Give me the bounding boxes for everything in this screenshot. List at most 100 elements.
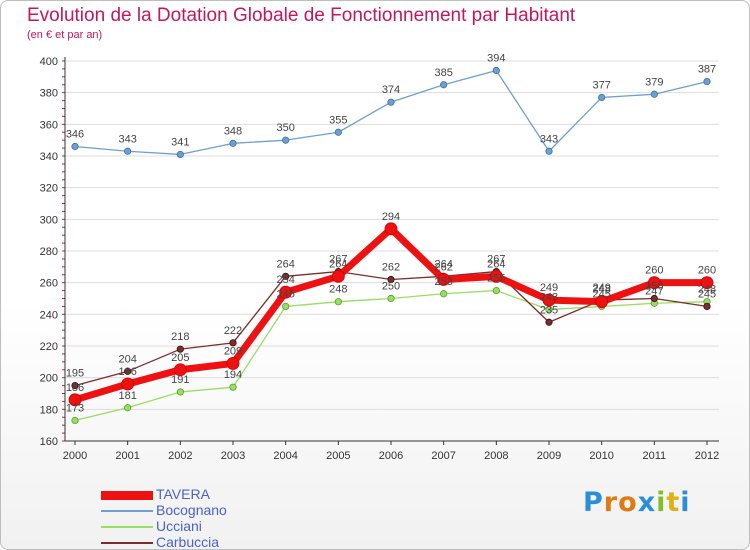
data-label: 245 [698, 288, 716, 300]
data-point [387, 294, 395, 303]
data-label: 196 [118, 366, 136, 378]
y-tick-label: 160 [40, 436, 58, 448]
y-tick-label: 340 [40, 151, 58, 163]
data-label: 343 [540, 133, 558, 145]
data-label: 264 [329, 258, 347, 270]
chart-subtitle: (en € et par an) [27, 29, 103, 41]
data-label: 243 [540, 292, 558, 304]
data-point [545, 147, 553, 155]
data-point [71, 142, 79, 151]
data-label: 267 [329, 254, 347, 266]
data-label: 249 [540, 282, 558, 294]
data-label: 348 [224, 125, 242, 137]
logo-letter: o [618, 487, 638, 518]
data-label: 262 [382, 262, 400, 274]
data-point [229, 383, 237, 391]
data-label: 267 [487, 254, 505, 266]
data-point [700, 276, 714, 290]
y-tick-label: 240 [40, 309, 58, 321]
data-point [650, 90, 658, 98]
data-label: 235 [540, 304, 558, 316]
data-label: 248 [698, 284, 716, 296]
data-point [542, 293, 556, 307]
data-label: 264 [434, 258, 452, 270]
data-point [229, 139, 237, 147]
data-label: 248 [592, 284, 610, 296]
y-tick-label: 220 [40, 341, 58, 353]
data-label: 222 [224, 325, 242, 337]
data-label: 253 [434, 276, 452, 288]
data-point [279, 285, 293, 299]
data-label: 377 [592, 79, 610, 91]
data-label: 346 [66, 129, 84, 141]
x-tick-label: 2011 [643, 450, 667, 462]
data-point [331, 269, 345, 283]
x-tick-label: 2009 [537, 450, 561, 462]
data-label: 343 [118, 133, 136, 145]
data-label: 264 [487, 258, 505, 270]
logo-letter: x [637, 487, 657, 518]
logo-letter: i [680, 487, 691, 518]
data-point [121, 377, 135, 391]
data-label: 204 [118, 353, 136, 365]
data-point [387, 98, 395, 106]
y-tick-label: 200 [40, 373, 58, 385]
legend-swatch [101, 510, 153, 512]
data-label: 250 [382, 281, 400, 293]
logo-letter: P [583, 487, 604, 518]
y-tick-label: 300 [40, 214, 58, 226]
logo-letter: r [603, 487, 619, 518]
data-label: 194 [224, 369, 242, 381]
data-point [545, 318, 553, 326]
x-tick-label: 2012 [695, 450, 719, 462]
data-point [176, 388, 184, 396]
x-tick-label: 2006 [379, 450, 403, 462]
data-point [334, 128, 342, 136]
data-point [492, 286, 500, 295]
y-tick-label: 360 [40, 119, 58, 131]
x-tick-label: 2003 [221, 450, 245, 462]
data-label: 374 [382, 84, 400, 96]
data-point [489, 269, 503, 283]
data-point [282, 272, 290, 280]
data-label: 254 [276, 274, 294, 286]
legend-swatch [101, 490, 153, 500]
data-point [595, 295, 609, 309]
series-line-bocognano [74, 69, 708, 156]
x-tick-label: 2004 [273, 450, 297, 462]
legend-label: Bocognano [156, 502, 227, 518]
data-point [647, 276, 661, 290]
data-label: 379 [645, 76, 663, 88]
data-label: 255 [487, 273, 505, 285]
data-label: 341 [171, 136, 189, 148]
data-label: 173 [66, 402, 84, 414]
y-tick-label: 380 [40, 88, 58, 100]
data-label: 205 [171, 352, 189, 364]
data-label: 218 [171, 331, 189, 343]
chart-title: Evolution de la Dotation Globale de Fonc… [27, 5, 576, 26]
data-label: 248 [329, 284, 347, 296]
y-tick-label: 180 [40, 404, 58, 416]
data-point [384, 222, 398, 236]
data-point [229, 339, 237, 347]
y-tick-label: 260 [40, 278, 58, 290]
x-tick-label: 2001 [115, 450, 139, 462]
data-label: 260 [645, 265, 663, 277]
data-point [173, 363, 187, 377]
data-point [226, 357, 240, 370]
data-point [124, 367, 132, 375]
y-tick-label: 280 [40, 246, 58, 258]
data-label: 209 [224, 345, 242, 357]
data-label: 186 [66, 382, 84, 394]
data-point [703, 77, 711, 86]
data-point [492, 66, 500, 75]
data-point [440, 81, 448, 89]
data-point [176, 150, 184, 159]
data-point [703, 302, 711, 311]
legend-label: Carbuccia [156, 534, 220, 550]
data-point [437, 273, 451, 286]
data-point [176, 345, 184, 353]
data-label: 355 [329, 114, 347, 126]
x-tick-label: 2005 [326, 450, 350, 462]
y-tick-label: 400 [40, 56, 58, 68]
